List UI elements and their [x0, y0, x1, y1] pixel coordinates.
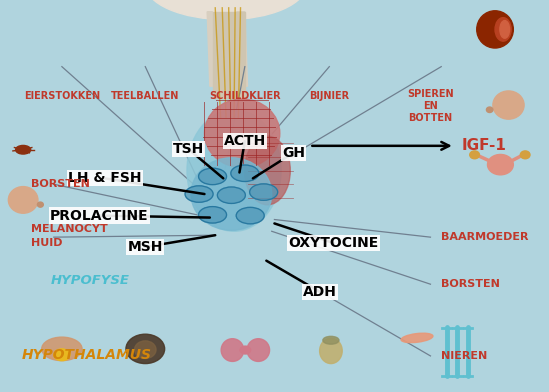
Ellipse shape [231, 165, 259, 181]
Text: MSH: MSH [127, 240, 163, 254]
Text: ACTH: ACTH [223, 134, 266, 148]
Polygon shape [212, 12, 245, 98]
Text: IGF-1: IGF-1 [462, 138, 507, 153]
Text: NIEREN: NIEREN [441, 351, 488, 361]
Text: BAARMOEDER: BAARMOEDER [441, 232, 529, 242]
Ellipse shape [320, 338, 342, 364]
Polygon shape [237, 12, 248, 86]
Text: BORSTEN: BORSTEN [441, 279, 500, 289]
Ellipse shape [236, 207, 264, 224]
Ellipse shape [247, 339, 270, 361]
Text: HYPOTHALAMUS: HYPOTHALAMUS [21, 348, 152, 362]
Ellipse shape [323, 336, 339, 344]
Text: BOTTEN: BOTTEN [408, 113, 452, 123]
Ellipse shape [185, 186, 213, 202]
Text: OXYTOCINE: OXYTOCINE [288, 236, 379, 250]
Text: TEELBALLEN: TEELBALLEN [111, 91, 180, 101]
Ellipse shape [15, 145, 31, 154]
Ellipse shape [37, 202, 43, 207]
Text: PROLACTINE: PROLACTINE [50, 209, 149, 223]
Ellipse shape [470, 151, 479, 159]
Ellipse shape [54, 349, 70, 361]
Ellipse shape [401, 333, 433, 343]
Ellipse shape [488, 154, 513, 175]
Text: GH: GH [282, 146, 305, 160]
Ellipse shape [495, 18, 511, 41]
Ellipse shape [135, 341, 156, 358]
Ellipse shape [477, 11, 513, 48]
Ellipse shape [204, 99, 280, 168]
Text: MELANOCYT: MELANOCYT [31, 224, 108, 234]
Text: SCHILDKLIER: SCHILDKLIER [209, 91, 281, 101]
Text: BORSTEN: BORSTEN [31, 179, 90, 189]
Text: TSH: TSH [173, 142, 204, 156]
Ellipse shape [187, 110, 281, 231]
Polygon shape [207, 12, 215, 86]
Ellipse shape [493, 91, 524, 119]
Text: ADH: ADH [303, 285, 337, 299]
Ellipse shape [199, 207, 227, 223]
Text: LH & FSH: LH & FSH [68, 171, 142, 185]
Text: EIERSTOKKEN: EIERSTOKKEN [24, 91, 100, 101]
Ellipse shape [145, 0, 307, 20]
Ellipse shape [240, 346, 251, 354]
Ellipse shape [217, 187, 245, 203]
Ellipse shape [42, 337, 82, 361]
Text: EN: EN [423, 101, 438, 111]
Ellipse shape [244, 136, 290, 205]
Text: HYPOFYSE: HYPOFYSE [51, 274, 130, 287]
Ellipse shape [520, 151, 530, 159]
Ellipse shape [8, 187, 38, 213]
Ellipse shape [191, 158, 272, 230]
Ellipse shape [500, 20, 509, 38]
Ellipse shape [199, 168, 227, 185]
Ellipse shape [250, 184, 278, 200]
Ellipse shape [126, 334, 165, 364]
Text: SPIEREN: SPIEREN [407, 89, 454, 99]
Text: BIJNIER: BIJNIER [309, 91, 349, 101]
Ellipse shape [221, 339, 244, 361]
Text: HUID: HUID [31, 238, 63, 248]
Ellipse shape [486, 107, 493, 113]
